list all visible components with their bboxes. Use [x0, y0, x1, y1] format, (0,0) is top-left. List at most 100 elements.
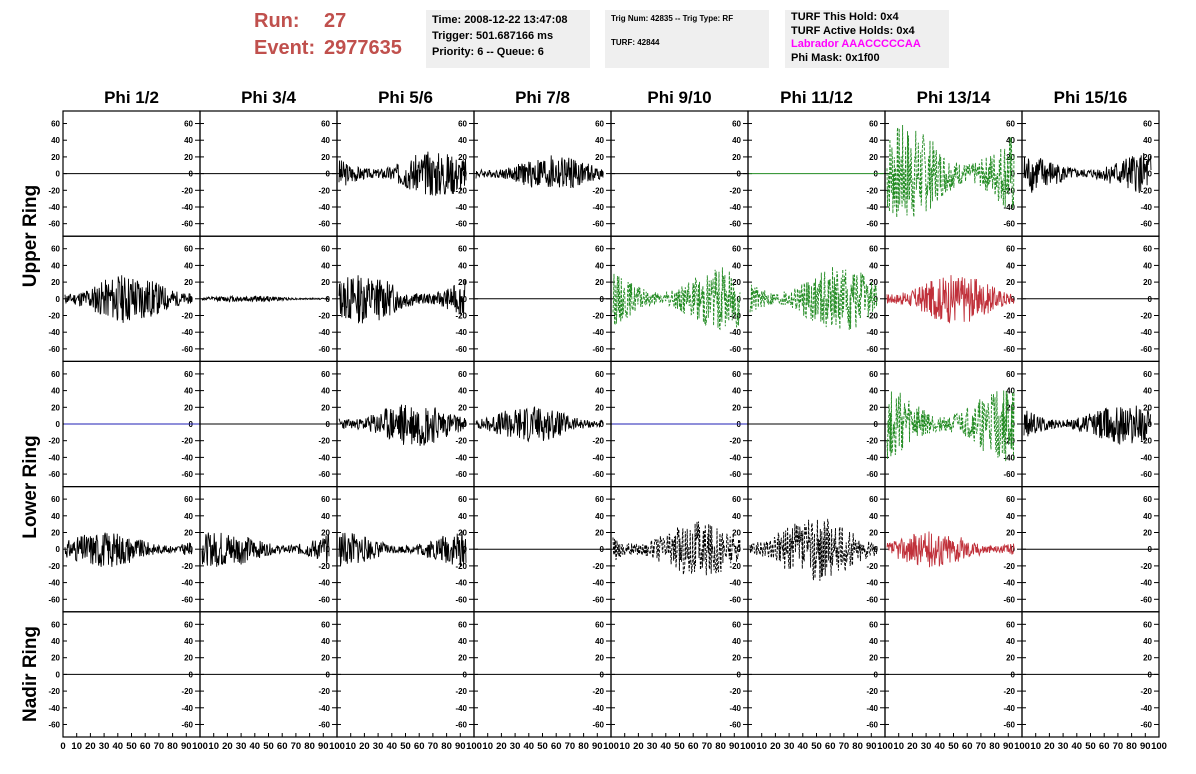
ytick-label-left: 0 [56, 295, 61, 304]
ytick-label: -60 [1140, 220, 1152, 229]
column-title-2: Phi 3/4 [241, 88, 296, 107]
column-title-8: Phi 15/16 [1053, 88, 1128, 107]
ytick-label: 40 [458, 136, 467, 145]
xtick-label: 70 [702, 741, 713, 752]
ytick-label: 20 [732, 403, 741, 412]
ytick-label: -40 [455, 579, 467, 588]
ytick-label: 40 [595, 512, 604, 521]
ytick-label: 60 [595, 620, 604, 629]
ytick-label-left: 0 [56, 170, 61, 179]
ytick-label: -60 [1003, 345, 1015, 354]
ytick-label: -60 [1140, 720, 1152, 729]
ytick-label: 60 [869, 370, 878, 379]
ytick-label: 20 [1143, 403, 1152, 412]
ytick-label: -40 [866, 579, 878, 588]
ytick-label: 40 [1143, 261, 1152, 270]
trig-info-panel: Trig Num: 42835 -- Trig Type: RF TURF: 4… [605, 10, 769, 68]
ytick-label: 60 [732, 120, 741, 129]
ytick-label: 20 [869, 403, 878, 412]
ytick-label: -60 [729, 470, 741, 479]
xtick-label: 80 [578, 741, 589, 752]
xtick-label: 10 [482, 741, 493, 752]
xtick-label: 70 [291, 741, 302, 752]
ytick-label-left: -20 [48, 437, 60, 446]
ytick-label: -60 [181, 595, 193, 604]
xtick-label: 80 [989, 741, 1000, 752]
ytick-label: 60 [1006, 245, 1015, 254]
turf-this-hold-text: TURF This Hold: 0x4 [791, 11, 899, 23]
ytick-label-left: 20 [51, 654, 60, 663]
ytick-label-left: -40 [48, 453, 60, 462]
ytick-label-left: 0 [56, 420, 61, 429]
ytick-label: 20 [184, 153, 193, 162]
ytick-label: -20 [1003, 186, 1015, 195]
ytick-label: 60 [732, 370, 741, 379]
panel-r3-c7: 60 40 20 0 -20 -40 -60 [884, 360, 1023, 488]
waveform-trace [749, 518, 878, 581]
ytick-label: -60 [729, 595, 741, 604]
ytick-label: 60 [458, 245, 467, 254]
ytick-label: -20 [455, 186, 467, 195]
xtick-label: 80 [304, 741, 315, 752]
time-text: Time: 2008-12-22 13:47:08 [432, 14, 568, 26]
ytick-label: -40 [729, 203, 741, 212]
ytick-label: -20 [866, 437, 878, 446]
ytick-label: -60 [455, 470, 467, 479]
ytick-label: 20 [732, 529, 741, 538]
xtick-label: 90 [729, 741, 740, 752]
ytick-label: -60 [592, 720, 604, 729]
run-event-block: Run: 27 Event: 2977635 [254, 8, 402, 62]
xtick-label: 50 [811, 741, 822, 752]
ytick-label-left: -40 [48, 328, 60, 337]
xtick-label: 50 [537, 741, 548, 752]
ytick-label: -20 [592, 437, 604, 446]
xtick-label: 40 [1072, 741, 1083, 752]
ytick-label: -60 [1140, 595, 1152, 604]
xtick-label: 30 [99, 741, 110, 752]
waveform-trace [338, 151, 467, 196]
ytick-label: -60 [455, 720, 467, 729]
ytick-label-left: 40 [51, 261, 60, 270]
xtick-label: 60 [414, 741, 425, 752]
ytick-label: -20 [1003, 311, 1015, 320]
xtick-label: 80 [715, 741, 726, 752]
ytick-label: 60 [1143, 245, 1152, 254]
ytick-label: -40 [318, 453, 330, 462]
ytick-label: 20 [1006, 403, 1015, 412]
ytick-label: -40 [729, 453, 741, 462]
xtick-label: 50 [263, 741, 274, 752]
xtick-label: 10 [208, 741, 219, 752]
ytick-label: -40 [729, 704, 741, 713]
ytick-label: -60 [1140, 470, 1152, 479]
ytick-label: -60 [866, 720, 878, 729]
ytick-label: -60 [318, 470, 330, 479]
ytick-label: 60 [458, 495, 467, 504]
ytick-label-left: 60 [51, 370, 60, 379]
xtick-label: 90 [1003, 741, 1014, 752]
ytick-label: 20 [458, 529, 467, 538]
ytick-label: -40 [1003, 328, 1015, 337]
run-value: 27 [324, 10, 347, 32]
ytick-label: 40 [1143, 512, 1152, 521]
ytick-label: -20 [318, 562, 330, 571]
ytick-label: 40 [321, 512, 330, 521]
ytick-label: -20 [729, 437, 741, 446]
ytick-label: 20 [869, 153, 878, 162]
xtick-label: 20 [907, 741, 918, 752]
ytick-label: 20 [458, 654, 467, 663]
ytick-label: -20 [729, 311, 741, 320]
ytick-label: 60 [595, 495, 604, 504]
ytick-label: 20 [321, 153, 330, 162]
phi-mask-text: Phi Mask: 0x1f00 [791, 51, 880, 64]
